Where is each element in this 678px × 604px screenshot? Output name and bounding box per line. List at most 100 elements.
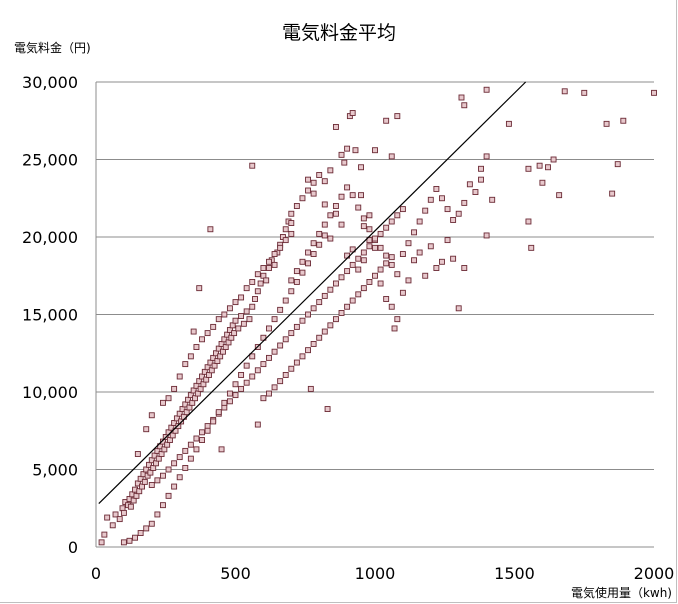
- data-point: [193, 435, 200, 442]
- data-point: [104, 514, 111, 521]
- data-point: [299, 353, 306, 360]
- data-point: [433, 185, 440, 192]
- data-point: [399, 289, 406, 296]
- data-point: [277, 244, 284, 251]
- y-tick-label: 20,000: [22, 228, 78, 247]
- data-point: [215, 409, 222, 416]
- data-point: [199, 429, 205, 436]
- data-point: [461, 102, 468, 109]
- data-point: [461, 265, 468, 271]
- data-point: [310, 251, 317, 258]
- data-point: [525, 218, 532, 225]
- data-point: [383, 260, 390, 267]
- axes: [95, 82, 654, 548]
- data-point: [160, 502, 166, 509]
- data-point: [226, 398, 233, 405]
- data-point: [394, 113, 401, 120]
- data-point: [249, 373, 256, 380]
- data-point: [383, 224, 390, 231]
- data-point: [355, 291, 362, 298]
- data-point: [154, 511, 161, 518]
- data-point: [187, 353, 194, 360]
- x-tick-label: 500: [220, 564, 251, 583]
- data-point: [366, 237, 373, 244]
- data-point: [561, 88, 568, 95]
- data-point: [187, 455, 194, 462]
- data-point: [141, 478, 148, 485]
- data-point: [160, 399, 166, 406]
- data-point: [266, 258, 272, 265]
- trendline: [98, 81, 527, 505]
- data-point: [316, 230, 323, 237]
- data-point: [466, 181, 473, 188]
- data-point: [405, 277, 412, 284]
- data-point: [232, 317, 239, 324]
- data-point: [603, 120, 610, 127]
- data-point: [366, 226, 373, 233]
- data-point: [332, 203, 339, 209]
- data-point: [609, 190, 616, 197]
- data-point: [266, 265, 272, 271]
- data-point: [324, 406, 331, 412]
- data-point: [383, 117, 390, 124]
- data-point: [249, 303, 256, 310]
- data-point: [455, 305, 462, 312]
- data-point: [545, 164, 551, 171]
- data-point: [483, 86, 490, 93]
- data-point: [204, 427, 211, 434]
- data-point: [305, 249, 311, 256]
- data-point: [388, 153, 395, 160]
- data-point: [316, 299, 323, 306]
- data-point: [439, 195, 445, 202]
- data-point: [221, 399, 228, 406]
- data-point: [327, 235, 334, 242]
- data-point: [338, 151, 345, 158]
- data-point: [307, 385, 314, 392]
- data-point: [399, 251, 406, 258]
- data-point: [394, 271, 401, 278]
- data-point: [199, 336, 205, 343]
- y-tick-label: 5,000: [32, 461, 78, 480]
- data-point: [472, 189, 479, 196]
- data-point: [478, 165, 484, 172]
- data-point: [377, 266, 384, 273]
- data-point: [282, 372, 289, 378]
- data-point: [171, 483, 178, 490]
- data-point: [358, 164, 364, 171]
- data-point: [293, 279, 300, 285]
- data-point: [327, 212, 334, 219]
- data-point: [444, 237, 451, 244]
- data-point: [249, 353, 256, 360]
- data-point: [190, 328, 197, 335]
- data-point: [299, 195, 306, 202]
- data-point: [176, 454, 183, 461]
- data-point: [310, 190, 317, 197]
- data-point: [299, 258, 306, 265]
- y-axis-label: 電気料金（円): [14, 41, 91, 55]
- data-point: [556, 192, 563, 199]
- data-point: [366, 243, 373, 250]
- y-tick-label: 10,000: [22, 383, 78, 402]
- data-points: [98, 86, 657, 546]
- data-point: [355, 204, 362, 211]
- x-tick-label: 0: [91, 564, 101, 583]
- data-point: [282, 226, 289, 233]
- y-tick-label: 15,000: [22, 306, 78, 325]
- data-point: [246, 316, 253, 323]
- data-point: [310, 341, 317, 347]
- data-point: [360, 285, 367, 292]
- data-point: [321, 292, 328, 299]
- data-point: [277, 306, 284, 313]
- data-point: [455, 210, 462, 217]
- data-point: [444, 206, 451, 213]
- data-point: [349, 110, 356, 116]
- data-point: [388, 218, 395, 225]
- data-point: [305, 260, 311, 267]
- data-point: [360, 249, 367, 256]
- data-point: [127, 503, 134, 510]
- data-point: [394, 316, 401, 323]
- data-point: [215, 316, 222, 323]
- data-point: [536, 162, 543, 169]
- data-point: [341, 159, 348, 166]
- data-point: [207, 226, 214, 233]
